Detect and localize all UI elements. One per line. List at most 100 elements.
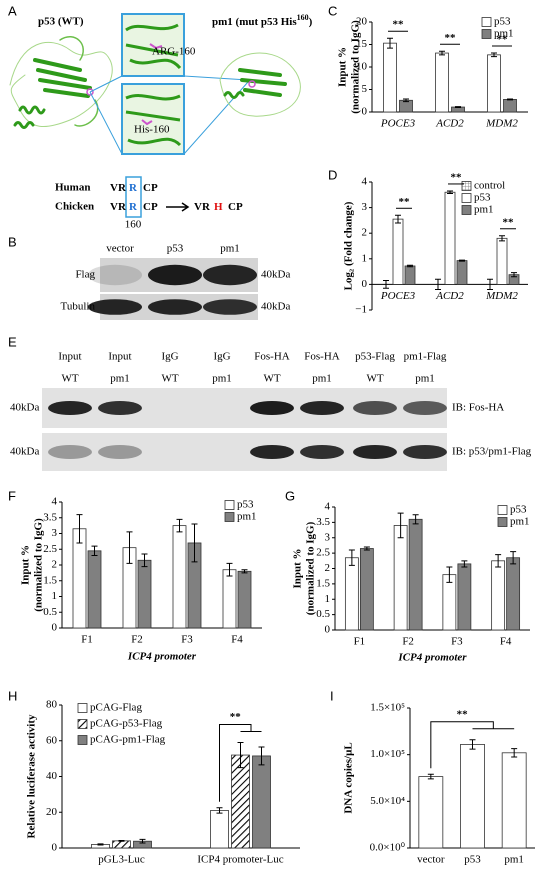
x-tick-label: POCE3 — [380, 118, 416, 130]
bar — [408, 518, 423, 631]
error-bar — [176, 518, 183, 533]
legend-label: pm1 — [237, 511, 257, 523]
x-tick-label: MDM2 — [485, 290, 518, 302]
y-tick-label: 1.5 — [43, 574, 57, 586]
error-bar — [363, 546, 370, 551]
error-bar — [412, 514, 419, 525]
y-tick-label: 1.5×10⁵ — [370, 702, 405, 714]
y-tick-label: 10 — [356, 61, 368, 73]
blot-band — [88, 299, 142, 315]
y-axis-label: (normalized to IgG) — [350, 20, 362, 114]
lane-label: Fos-HA — [304, 351, 340, 363]
y-tick-label: 4 — [52, 496, 58, 508]
y-tick-label: 0 — [52, 842, 58, 854]
error-bar — [237, 742, 244, 769]
his-label: His-160 — [134, 124, 170, 136]
blot-band — [148, 264, 202, 286]
legend-swatch — [77, 719, 88, 729]
blot-band — [98, 445, 142, 459]
bar — [210, 810, 229, 849]
blot-band — [250, 401, 294, 415]
error-bar — [141, 553, 148, 568]
y-tick-label: 5 — [362, 83, 368, 95]
panel-a: A p53 (WT) pm1 (mut p53 His160) ARG-160 … — [8, 3, 313, 230]
y-tick-label: 3.5 — [316, 516, 330, 528]
bar — [503, 99, 517, 113]
panel-label: H — [8, 688, 17, 703]
legend-swatch — [481, 29, 492, 39]
bar — [172, 525, 187, 629]
seq-mid: R — [129, 201, 138, 213]
y-tick-label: 5.0×10⁴ — [370, 795, 405, 807]
species: Chicken — [55, 201, 94, 213]
error-bar — [469, 739, 476, 750]
significance-label: ** — [393, 19, 405, 31]
error-bar — [348, 549, 355, 566]
chart: G Input % (normalized to IgG) 0 0.5 1 1.5 2 2.5 3… — [285, 488, 530, 664]
blot-band — [48, 401, 92, 415]
bar — [456, 260, 468, 285]
seq-mid: H — [214, 201, 223, 213]
lane-label: vector — [106, 243, 134, 255]
error-bar — [446, 566, 453, 583]
legend-label: p53 — [237, 499, 254, 511]
panel-e: E Input WT Input pm1 IgG WT IgG pm1 Fos-HA WT Fos-… — [8, 334, 532, 471]
y-tick-label: 15 — [356, 38, 368, 50]
seq-right: CP — [228, 201, 243, 213]
chart: D Log₂ (Fold change) −1 0 1 2 3 4 POCE3 ACD2 MDM2 c… — [328, 167, 528, 316]
legend-swatch — [461, 205, 472, 215]
y-tick-label: 0.0×10⁰ — [370, 842, 406, 854]
significance-bracket — [219, 724, 262, 802]
seq-left: VR — [110, 201, 127, 213]
lane-label: pm1-Flag — [404, 351, 447, 363]
legend-label: pCAG-pm1-Flag — [90, 734, 166, 746]
x-tick-label: vector — [417, 854, 445, 866]
y-tick-label: 1.0×10⁵ — [370, 748, 405, 760]
significance-label: ** — [451, 171, 463, 183]
error-bar — [226, 562, 233, 577]
wt-structure — [9, 36, 113, 129]
mut-title-text: pm1 (mut p53 His — [212, 16, 297, 28]
legend-swatch — [77, 735, 88, 745]
blot-band — [300, 445, 344, 459]
bar — [137, 559, 152, 629]
mut-title: pm1 (mut p53 His160) — [212, 13, 313, 28]
bar — [435, 52, 449, 113]
legend-swatch — [461, 181, 472, 191]
error-bar — [511, 272, 517, 278]
bar — [501, 752, 527, 849]
error-bar — [491, 52, 497, 58]
error-bar — [461, 560, 468, 568]
residue-box — [125, 176, 142, 218]
lane-label: IgG — [213, 351, 230, 363]
x-axis-label: ICP4 promoter — [397, 652, 467, 664]
x-tick-label: ACD2 — [435, 118, 464, 130]
error-bar — [397, 512, 404, 539]
error-bar — [403, 98, 409, 103]
legend-label: pCAG-Flag — [90, 702, 142, 714]
error-bar — [383, 280, 389, 289]
row-label: Tubulin — [61, 301, 96, 313]
panel-label: E — [8, 334, 17, 349]
error-bar — [447, 190, 453, 195]
x-tick-label: F4 — [231, 634, 243, 646]
mut-title-close: ) — [309, 16, 313, 28]
lane-label: WT — [366, 373, 383, 385]
x-tick-label: pm1 — [504, 854, 524, 866]
significance-label: ** — [497, 34, 509, 46]
bar — [252, 755, 271, 849]
lane-label: Input — [58, 351, 81, 363]
seq-left: VR — [194, 201, 211, 213]
bar — [231, 754, 250, 849]
y-axis-label: (normalized to IgG) — [33, 518, 45, 612]
chart: I DNA copies/μL 0.0×10⁰ 5.0×10⁴ 1.0×10⁵ 1.5×1… — [330, 688, 535, 866]
panel-label: A — [8, 3, 17, 18]
x-tick-label: ICP4 promoter-Luc — [197, 854, 283, 866]
bar — [487, 54, 501, 113]
legend-swatch — [497, 505, 508, 515]
size-label: 40kDa — [261, 269, 290, 281]
error-bar — [510, 551, 517, 565]
mut-structure — [219, 52, 301, 117]
y-tick-label: 0.5 — [43, 606, 57, 618]
